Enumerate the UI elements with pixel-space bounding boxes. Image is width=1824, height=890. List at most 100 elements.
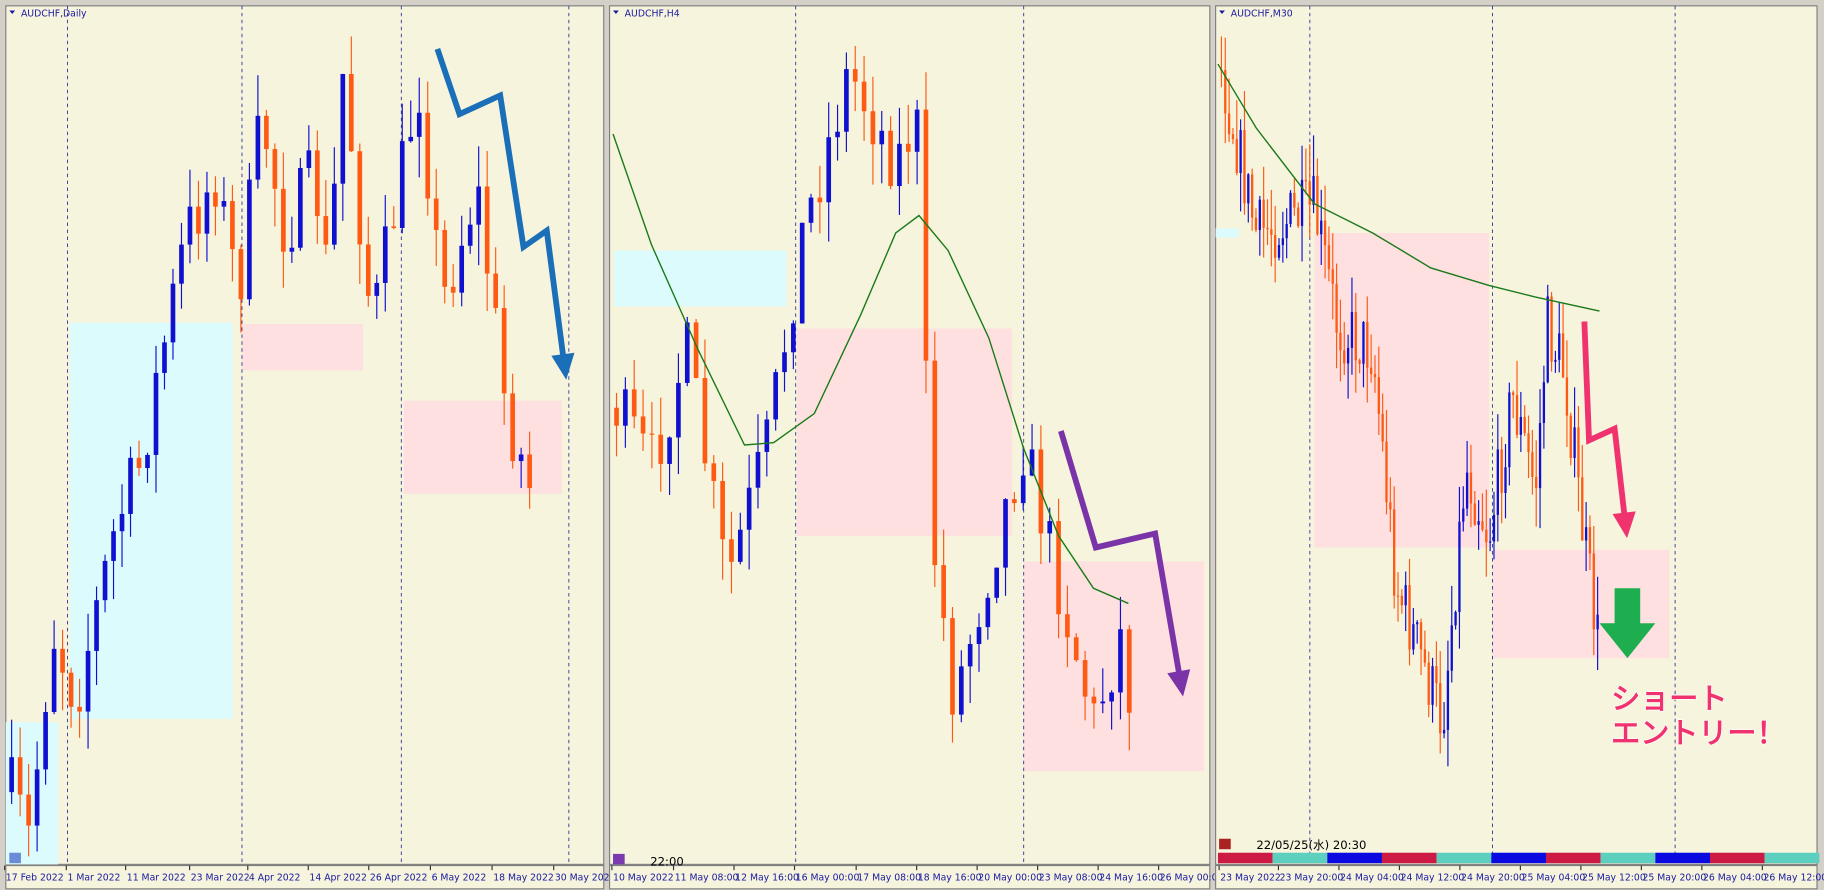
candle-body xyxy=(1262,199,1265,228)
candle-body xyxy=(870,111,876,145)
candle-body xyxy=(1450,625,1453,671)
candle-body xyxy=(1496,449,1499,515)
indicator-segment xyxy=(1545,852,1601,864)
candle-body xyxy=(1354,312,1357,361)
candle-body xyxy=(247,179,252,300)
candle-body xyxy=(382,226,388,283)
x-tick-label: 25 May 12:00 xyxy=(1582,873,1646,884)
axis-strip xyxy=(1215,864,1818,890)
candle-body xyxy=(1020,475,1026,504)
candle-body xyxy=(1224,69,1227,114)
candle-body xyxy=(1389,502,1392,510)
candle-body xyxy=(9,757,14,793)
x-tick-label: 24 May 12:00 xyxy=(1401,873,1465,884)
candle-body xyxy=(1588,527,1592,554)
chart-panel: AUDCHF,Daily 17 Feb 2022 1 Mar 2022 11 Mar … xyxy=(4,5,615,890)
candle-body xyxy=(1362,322,1365,364)
candle-body xyxy=(348,73,354,152)
x-tick-label: 23 May 20:00 xyxy=(1280,873,1344,884)
x-tick-label: 26 May 12:00 xyxy=(1764,873,1824,884)
candle-body xyxy=(102,560,108,601)
trend-arrow xyxy=(1058,430,1185,691)
candle-body xyxy=(1312,175,1315,205)
candle-body xyxy=(941,565,946,619)
candle-body xyxy=(1458,521,1461,613)
candle-body xyxy=(230,201,235,250)
trend-arrow xyxy=(1581,321,1630,532)
candle-body xyxy=(737,529,743,562)
x-tick-label: 16 May 00:00 xyxy=(796,873,860,884)
time-label: 22/05/25(水) 20:30 xyxy=(1256,838,1366,852)
x-tick-label: 14 Apr 2022 xyxy=(309,873,366,884)
candle-body xyxy=(1408,585,1411,650)
candle-body xyxy=(357,151,363,245)
candle-body xyxy=(1412,624,1415,650)
candle-body xyxy=(399,141,405,228)
x-tick-label: 4 Apr 2022 xyxy=(249,873,301,884)
candle-body xyxy=(1331,269,1334,284)
zone xyxy=(1492,549,1670,659)
candle-body xyxy=(34,769,40,826)
panel-icon xyxy=(1219,838,1231,850)
x-tick-label: 23 Mar 2022 xyxy=(191,873,250,884)
x-tick-label: 17 May 08:00 xyxy=(857,873,921,884)
candle-body xyxy=(852,69,858,82)
candle-body xyxy=(1469,472,1473,504)
candle-body xyxy=(1350,312,1354,348)
candle-body xyxy=(1508,392,1511,468)
axis-strip xyxy=(5,864,605,890)
candle-body xyxy=(1250,174,1254,218)
candle-body xyxy=(196,206,201,234)
candle-body xyxy=(1277,245,1281,258)
candle-body xyxy=(179,244,184,284)
candle-body xyxy=(702,378,708,464)
candle-body xyxy=(994,567,1000,598)
trend-arrow xyxy=(434,47,569,374)
candle-body xyxy=(1488,541,1492,543)
candle-body xyxy=(1254,217,1258,231)
candle-body xyxy=(1100,701,1106,704)
candle-body xyxy=(170,283,176,343)
zone xyxy=(796,328,1013,536)
candle-body xyxy=(289,247,295,252)
indicator-segment xyxy=(1217,852,1273,864)
candle-body xyxy=(1297,207,1300,226)
candle-body xyxy=(1047,521,1053,534)
candle-body xyxy=(985,597,991,628)
candle-body xyxy=(1270,229,1273,235)
candle-body xyxy=(17,757,23,795)
candle-body xyxy=(1504,467,1507,493)
candle-body xyxy=(1231,134,1235,140)
chart-menu-icon xyxy=(613,10,619,14)
candle-body xyxy=(711,463,717,481)
candle-body xyxy=(128,457,133,514)
candle-body xyxy=(340,73,346,184)
chart-title: AUDCHF,H4 xyxy=(625,8,680,19)
candle-body xyxy=(684,322,690,383)
candle-body xyxy=(425,112,431,199)
candle-body xyxy=(623,389,628,426)
candle-body xyxy=(1274,234,1277,258)
candle-body xyxy=(1416,622,1419,625)
candle-body xyxy=(281,188,286,252)
time-label: 22:00 xyxy=(650,855,683,869)
chart-menu-icon xyxy=(9,10,16,14)
candle-body xyxy=(1381,413,1384,442)
candle-body xyxy=(1558,333,1561,360)
candle-body xyxy=(1512,392,1515,396)
candle-body xyxy=(1073,637,1079,661)
candle-body xyxy=(1538,423,1542,489)
candle-body xyxy=(1531,452,1534,477)
trend-arrow-head xyxy=(1612,511,1636,539)
moving-average xyxy=(612,133,1129,605)
candle-body xyxy=(1320,220,1323,235)
candle-body xyxy=(1358,360,1361,364)
candle-body xyxy=(272,149,278,189)
candle-body xyxy=(43,712,48,770)
candle-body xyxy=(476,186,482,225)
candle-body xyxy=(729,539,734,562)
candle-body xyxy=(111,531,116,561)
candle-body xyxy=(640,416,646,434)
candle-body xyxy=(914,109,920,152)
candle-body xyxy=(1243,130,1246,204)
